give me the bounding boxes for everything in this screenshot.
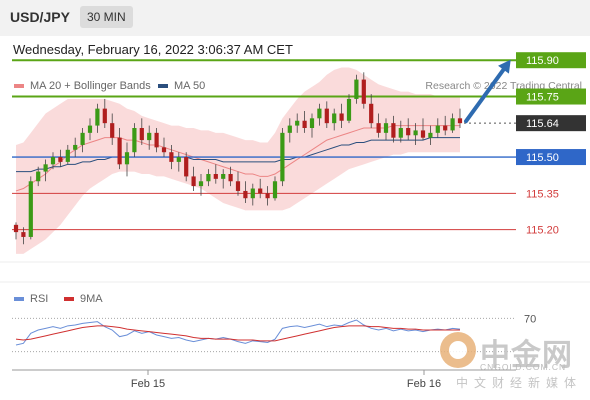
watermark-subtitle: 中文财经新媒体: [456, 374, 582, 391]
candle: [391, 123, 395, 138]
candle: [288, 126, 292, 133]
rsi-series-rsi: [16, 320, 460, 345]
watermark: 中金网 CNGOLD.COM.CN 中文财经新媒体: [440, 328, 590, 400]
candle: [206, 174, 210, 181]
x-tick-label: Feb 15: [131, 378, 165, 390]
candle: [95, 109, 99, 126]
candle: [384, 123, 388, 133]
candle: [436, 126, 440, 133]
projection-arrow: [466, 66, 506, 121]
candle: [369, 104, 373, 123]
candle: [162, 147, 166, 152]
x-tick-label: Feb 16: [407, 378, 441, 390]
candle: [192, 176, 196, 186]
candle: [58, 157, 62, 162]
level-label-0: 115.90: [526, 55, 559, 67]
bollinger-band: [16, 67, 460, 253]
candle: [303, 121, 307, 128]
candle: [88, 126, 92, 133]
candle: [340, 113, 344, 120]
candle: [332, 113, 336, 123]
candle: [44, 164, 48, 171]
candle: [428, 133, 432, 138]
candle: [177, 157, 181, 162]
candle: [236, 181, 240, 191]
candle: [184, 157, 188, 176]
watermark-logo-icon: [440, 332, 476, 368]
candle: [199, 181, 203, 186]
candle: [169, 152, 173, 162]
level-label-4: 115.35: [526, 188, 559, 200]
candle: [399, 128, 403, 138]
candle: [36, 172, 40, 182]
candle: [414, 130, 418, 135]
candle: [354, 80, 358, 99]
candle: [458, 118, 462, 123]
candle: [251, 189, 255, 199]
candle: [451, 118, 455, 130]
level-label-1: 115.75: [526, 92, 559, 104]
candle: [221, 174, 225, 179]
candle: [443, 126, 447, 131]
candle: [103, 109, 107, 124]
level-label-3: 115.50: [526, 152, 559, 164]
candle: [362, 80, 366, 104]
candle: [81, 133, 85, 145]
candle: [66, 150, 70, 162]
rsi-tick-label: 70: [524, 313, 536, 325]
candle: [421, 130, 425, 137]
candle: [377, 123, 381, 133]
watermark-url: CNGOLD.COM.CN: [480, 362, 566, 372]
candle: [73, 145, 77, 150]
candle: [132, 128, 136, 152]
candle: [214, 174, 218, 179]
candle: [229, 174, 233, 181]
candle: [147, 133, 151, 140]
candle: [21, 232, 25, 237]
rsi-series-9ma: [16, 326, 460, 341]
candle: [118, 138, 122, 165]
candle: [155, 133, 159, 148]
candle: [325, 109, 329, 124]
candle: [280, 133, 284, 181]
candle: [29, 181, 33, 237]
candle: [317, 109, 321, 119]
candle: [125, 152, 129, 164]
level-label-5: 115.20: [526, 225, 559, 237]
candle: [51, 157, 55, 164]
candle: [273, 181, 277, 198]
level-label-2: 115.64: [526, 118, 559, 130]
candle: [140, 128, 144, 140]
candle: [243, 191, 247, 198]
candle: [110, 123, 114, 138]
candle: [266, 193, 270, 198]
candle: [406, 128, 410, 135]
candle: [258, 189, 262, 194]
candle: [347, 99, 351, 121]
candle: [295, 121, 299, 126]
candle: [310, 118, 314, 128]
candle: [14, 225, 18, 232]
